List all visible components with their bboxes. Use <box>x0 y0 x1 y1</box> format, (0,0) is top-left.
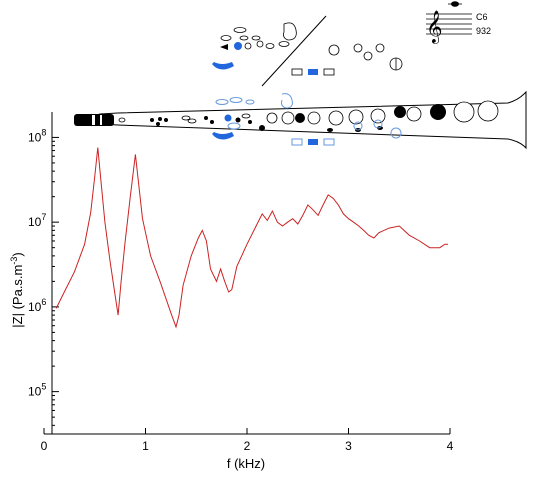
key-oval <box>187 118 197 124</box>
y-tick-label: 105 <box>28 382 46 399</box>
fingering-key <box>363 51 373 61</box>
ghost-key <box>229 97 243 103</box>
ghost-key <box>373 119 383 129</box>
fingering-key <box>375 43 385 53</box>
ghost-thumb-key <box>212 132 234 140</box>
key-dot <box>204 116 208 120</box>
x-tick-label: 0 <box>41 439 48 453</box>
register-key <box>224 114 232 122</box>
fingering-key-closed <box>308 69 318 75</box>
note-name: C6 <box>476 12 488 22</box>
tone-hole <box>477 100 499 122</box>
y-tick-label: 108 <box>28 127 46 144</box>
ghost-key <box>281 93 293 109</box>
y-axis-label-main: |Z| (Pa.s.m <box>10 265 25 328</box>
series-line <box>55 147 448 329</box>
key-dot <box>235 117 241 123</box>
note-frequency: 932 <box>476 26 491 36</box>
fingering-key <box>233 27 247 33</box>
ghost-key <box>227 122 241 130</box>
mouthpiece-ring <box>92 115 95 125</box>
key-dot <box>248 120 252 124</box>
key-dot <box>150 118 154 122</box>
ghost-key <box>291 138 303 146</box>
ghost-key <box>390 127 402 139</box>
key-dot <box>259 125 265 131</box>
treble-clef: 𝄞 <box>426 11 443 44</box>
tone-hole-closed <box>430 104 446 120</box>
tone-hole-closed <box>295 113 305 123</box>
fingering-key <box>278 41 290 47</box>
fingering-key <box>256 40 264 48</box>
fingering-chart <box>212 15 403 87</box>
key-oval <box>327 128 333 132</box>
tone-hole <box>281 111 295 125</box>
fingering-key <box>291 68 303 76</box>
ghost-key <box>245 99 255 105</box>
y-axis-label-sup: -3 <box>9 257 19 265</box>
ghost-key-filled <box>308 139 318 145</box>
tone-hole <box>406 106 422 122</box>
x-tick-label: 2 <box>244 439 251 453</box>
fingering-key <box>239 35 249 41</box>
fingering-key <box>244 42 252 50</box>
fingering-key <box>265 43 275 49</box>
tone-hole <box>266 112 278 124</box>
note-head <box>451 1 459 7</box>
y-tick-label: 107 <box>28 212 46 229</box>
tone-hole <box>453 101 475 123</box>
tone-hole <box>307 111 321 125</box>
x-tick-label: 1 <box>142 439 149 453</box>
key-oval <box>181 115 191 121</box>
ghost-key <box>353 121 363 131</box>
tone-hole-closed <box>394 106 406 118</box>
x-axis-label: f (kHz) <box>227 456 265 471</box>
fingering-key <box>328 44 340 56</box>
fingering-divider <box>261 15 327 87</box>
key-dot <box>164 118 168 122</box>
y-ticks: 105 106 107 108 <box>28 127 59 426</box>
fingering-key <box>220 44 228 50</box>
thumb-hole <box>118 117 126 123</box>
x-tick-label: 4 <box>447 439 454 453</box>
key-dot <box>156 122 160 126</box>
fingering-key <box>283 22 297 41</box>
tone-hole <box>370 108 386 124</box>
x-ticks: 0 1 2 3 4 <box>41 428 454 453</box>
y-axis-label-close: ) <box>10 252 25 256</box>
mouthpiece-ring-2 <box>100 115 102 125</box>
key-dot <box>210 120 214 124</box>
y-tick-label: 106 <box>28 297 46 314</box>
ghost-key <box>323 138 335 146</box>
y-axis-label: |Z| (Pa.s.m-3) <box>9 252 25 327</box>
key-dot <box>158 117 162 121</box>
fingering-key <box>323 68 335 76</box>
key-oval <box>241 113 251 119</box>
fingering-key <box>353 43 363 53</box>
tone-hole <box>328 110 344 126</box>
ghost-key <box>215 99 229 105</box>
fingering-overlay <box>215 93 402 146</box>
fingering-key <box>251 35 261 41</box>
tone-hole <box>348 109 364 125</box>
fingering-key <box>220 35 232 41</box>
fingering-key-closed <box>234 42 242 50</box>
x-tick-label: 3 <box>345 439 352 453</box>
clarinet-diagram <box>74 90 527 150</box>
thumb-key <box>212 62 234 70</box>
